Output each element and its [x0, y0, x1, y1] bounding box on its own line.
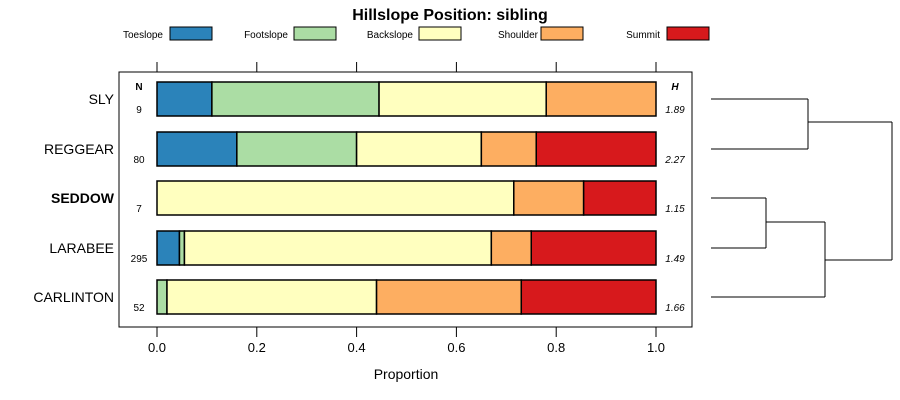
n-value-carlinton: 52 — [133, 303, 145, 314]
h-column-header: H — [671, 82, 679, 93]
n-value-reggear: 80 — [133, 155, 145, 166]
h-value-carlinton: 1.66 — [665, 303, 685, 314]
legend-label-footslope: Footslope — [244, 30, 288, 41]
bar-segment-larabee-shoulder — [490, 230, 532, 266]
bar-segment-larabee-backslope — [183, 230, 493, 266]
legend-label-summit: Summit — [626, 30, 660, 41]
row-label-carlinton: CARLINTON — [33, 289, 114, 305]
row-label-seddow: SEDDOW — [51, 190, 115, 206]
bar-segment-carlinton-backslope — [166, 279, 378, 315]
row-label-larabee: LARABEE — [49, 240, 114, 256]
top-axis-ticks — [156, 62, 657, 72]
bar-segment-sly-toeslope — [156, 81, 213, 117]
x-tick-label: 0.8 — [547, 340, 565, 355]
legend-swatch-backslope — [418, 26, 462, 41]
legend-swatch-toeslope — [169, 26, 213, 41]
chart-title: Hillslope Position: sibling — [352, 7, 548, 24]
h-value-seddow: 1.15 — [665, 204, 685, 215]
n-labels: 9 80 7 295 52 — [131, 105, 148, 314]
x-tick-label: 0.2 — [248, 340, 266, 355]
bar-segment-reggear-summit — [535, 131, 657, 167]
bar-segment-seddow-summit — [582, 180, 657, 216]
n-value-seddow: 7 — [136, 204, 142, 215]
x-tick-label: 0.4 — [348, 340, 366, 355]
x-tick-label: 1.0 — [647, 340, 665, 355]
n-value-sly: 9 — [136, 105, 142, 116]
legend-swatch-summit — [666, 26, 710, 41]
legend-swatch-shoulder — [540, 26, 584, 41]
h-value-reggear: 2.27 — [664, 155, 685, 166]
bar-segment-carlinton-footslope — [156, 279, 168, 315]
legend: Toeslope Footslope Backslope Shoulder Summit — [123, 26, 710, 41]
row-labels: SLY REGGEAR SEDDOW LARABEE CARLINTON — [33, 91, 114, 305]
bar-segment-carlinton-summit — [520, 279, 657, 315]
bar-segment-larabee-toeslope — [156, 230, 181, 266]
bar-segment-larabee-summit — [530, 230, 657, 266]
h-value-larabee: 1.49 — [665, 254, 685, 265]
bar-segment-sly-backslope — [378, 81, 547, 117]
plot-frame — [118, 71, 693, 328]
bar-segment-carlinton-shoulder — [375, 279, 523, 315]
bar-segment-sly-shoulder — [545, 81, 657, 117]
h-value-sly: 1.89 — [665, 105, 685, 116]
x-axis-title: Proportion — [374, 366, 439, 382]
legend-label-backslope: Backslope — [367, 30, 414, 41]
bar-segment-reggear-backslope — [355, 131, 483, 167]
h-labels: 1.89 2.27 1.15 1.49 1.66 — [664, 105, 685, 314]
bar-segment-reggear-toeslope — [156, 131, 238, 167]
legend-label-shoulder: Shoulder — [498, 30, 539, 41]
n-value-larabee: 295 — [131, 254, 148, 265]
legend-label-toeslope: Toeslope — [123, 30, 163, 41]
bar-segment-reggear-footslope — [236, 131, 358, 167]
bar-segment-sly-footslope — [211, 81, 380, 117]
bar-segment-reggear-shoulder — [480, 131, 537, 167]
bar-segment-seddow-backslope — [156, 180, 515, 216]
x-axis: 0.0 0.2 0.4 0.6 0.8 1.0 — [148, 327, 665, 355]
bars — [156, 81, 657, 315]
legend-swatch-footslope — [293, 26, 337, 41]
row-label-sly: SLY — [89, 91, 115, 107]
n-column-header: N — [135, 82, 142, 93]
x-tick-label: 0.6 — [447, 340, 465, 355]
x-tick-label: 0.0 — [148, 340, 166, 355]
dendrogram — [711, 98, 893, 298]
row-label-reggear: REGGEAR — [44, 141, 114, 157]
bar-segment-seddow-shoulder — [513, 180, 585, 216]
